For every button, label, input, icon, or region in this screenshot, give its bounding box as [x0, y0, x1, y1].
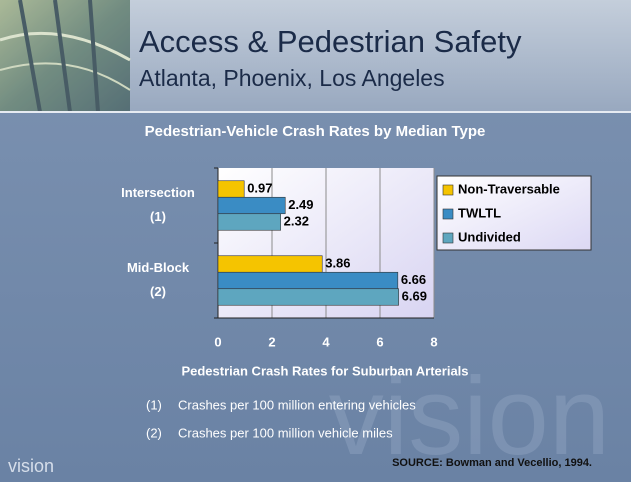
source: SOURCE: Bowman and Vecellio, 1994. — [392, 457, 592, 469]
logo: vision — [8, 456, 54, 476]
value-label: 2.49 — [288, 197, 313, 212]
value-label: 3.86 — [325, 255, 350, 270]
x-axis-title: Pedestrian Crash Rates for Suburban Arte… — [181, 363, 468, 378]
slide-subtitle: Atlanta, Phoenix, Los Angeles — [139, 65, 445, 91]
bar — [218, 289, 399, 306]
x-tick-label: 6 — [376, 334, 383, 349]
value-label: 2.32 — [284, 213, 309, 228]
bar — [218, 256, 322, 273]
y-tick-label: Mid-Block — [127, 260, 190, 275]
value-label: 6.69 — [402, 288, 427, 303]
value-label: 0.97 — [247, 180, 272, 195]
legend-swatch — [443, 185, 453, 195]
legend-swatch — [443, 209, 453, 219]
x-tick-label: 2 — [268, 334, 275, 349]
legend-label: Non-Traversable — [458, 181, 560, 196]
note-text: Crashes per 100 million vehicle miles — [178, 425, 393, 440]
x-tick-label: 4 — [322, 334, 330, 349]
note-marker: (1) — [146, 397, 162, 412]
note-marker: (2) — [146, 425, 162, 440]
chart-title: Pedestrian-Vehicle Crash Rates by Median… — [145, 123, 486, 140]
value-label: 6.66 — [401, 272, 426, 287]
x-tick-label: 0 — [214, 334, 221, 349]
y-tick-label: (1) — [150, 209, 166, 224]
note-text: Crashes per 100 million entering vehicle… — [178, 397, 416, 412]
legend-swatch — [443, 233, 453, 243]
bar — [218, 272, 398, 289]
y-tick-label: Intersection — [121, 185, 195, 200]
legend-label: TWLTL — [458, 205, 501, 220]
y-tick-label: (2) — [150, 284, 166, 299]
bar — [218, 214, 281, 231]
slide-title: Access & Pedestrian Safety — [139, 24, 522, 59]
slide: vision Access & Pedestrian Safety Atlant… — [0, 0, 631, 482]
bar — [218, 197, 285, 214]
bar — [218, 181, 244, 198]
x-tick-label: 8 — [430, 334, 437, 349]
legend-label: Undivided — [458, 229, 521, 244]
header-photo — [0, 0, 130, 112]
